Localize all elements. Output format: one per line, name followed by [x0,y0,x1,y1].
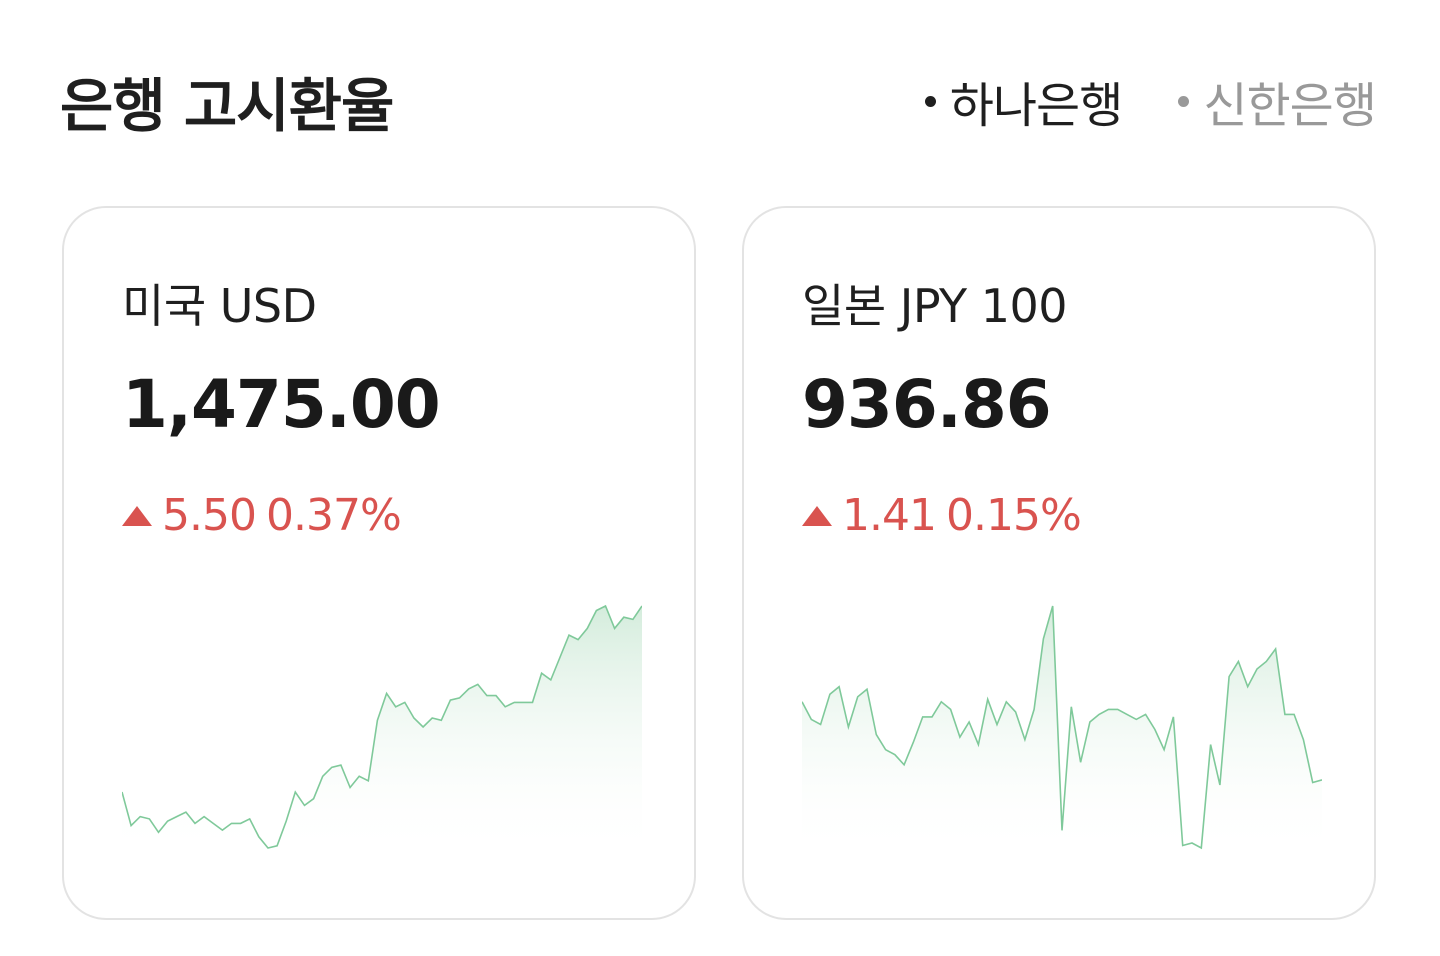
header: 은행 고시환율 하나은행 신한은행 [60,56,1377,146]
sparkline-area [122,606,642,858]
sparkline-chart [122,604,642,858]
currency-card-usd[interactable]: 미국 USD 1,475.00 5.50 0.37% [62,206,696,920]
rate-change: 5.50 0.37% [122,490,402,541]
change-percent: 0.37% [265,490,402,541]
sparkline-chart [802,605,1322,858]
bullet-icon [924,95,936,107]
change-percent: 0.15% [945,490,1082,541]
bank-tabs: 하나은행 신한은행 [924,66,1377,136]
exchange-rate-value: 936.86 [802,366,1052,443]
currency-card-jpy[interactable]: 일본 JPY 100 936.86 1.41 0.15% [742,206,1376,920]
bank-tab-label: 하나은행 [949,78,1124,134]
rate-change: 1.41 0.15% [802,490,1082,541]
sparkline-line [122,604,642,849]
currency-name: 일본 JPY 100 [802,279,1068,333]
tab-hana-bank[interactable]: 하나은행 [924,66,1124,136]
change-amount: 5.50 [162,490,257,541]
currency-name: 미국 USD [122,279,317,333]
up-arrow-icon [122,505,152,526]
bank-tab-label: 신한은행 [1203,78,1377,134]
tab-shinhan-bank[interactable]: 신한은행 [1178,66,1377,136]
up-arrow-icon [802,505,832,526]
sparkline-line [802,605,1322,850]
change-amount: 1.41 [842,490,937,541]
sparkline-area [802,606,1322,858]
page-title: 은행 고시환율 [60,72,394,140]
exchange-rate-value: 1,475.00 [122,366,441,443]
bullet-icon [1178,95,1190,107]
